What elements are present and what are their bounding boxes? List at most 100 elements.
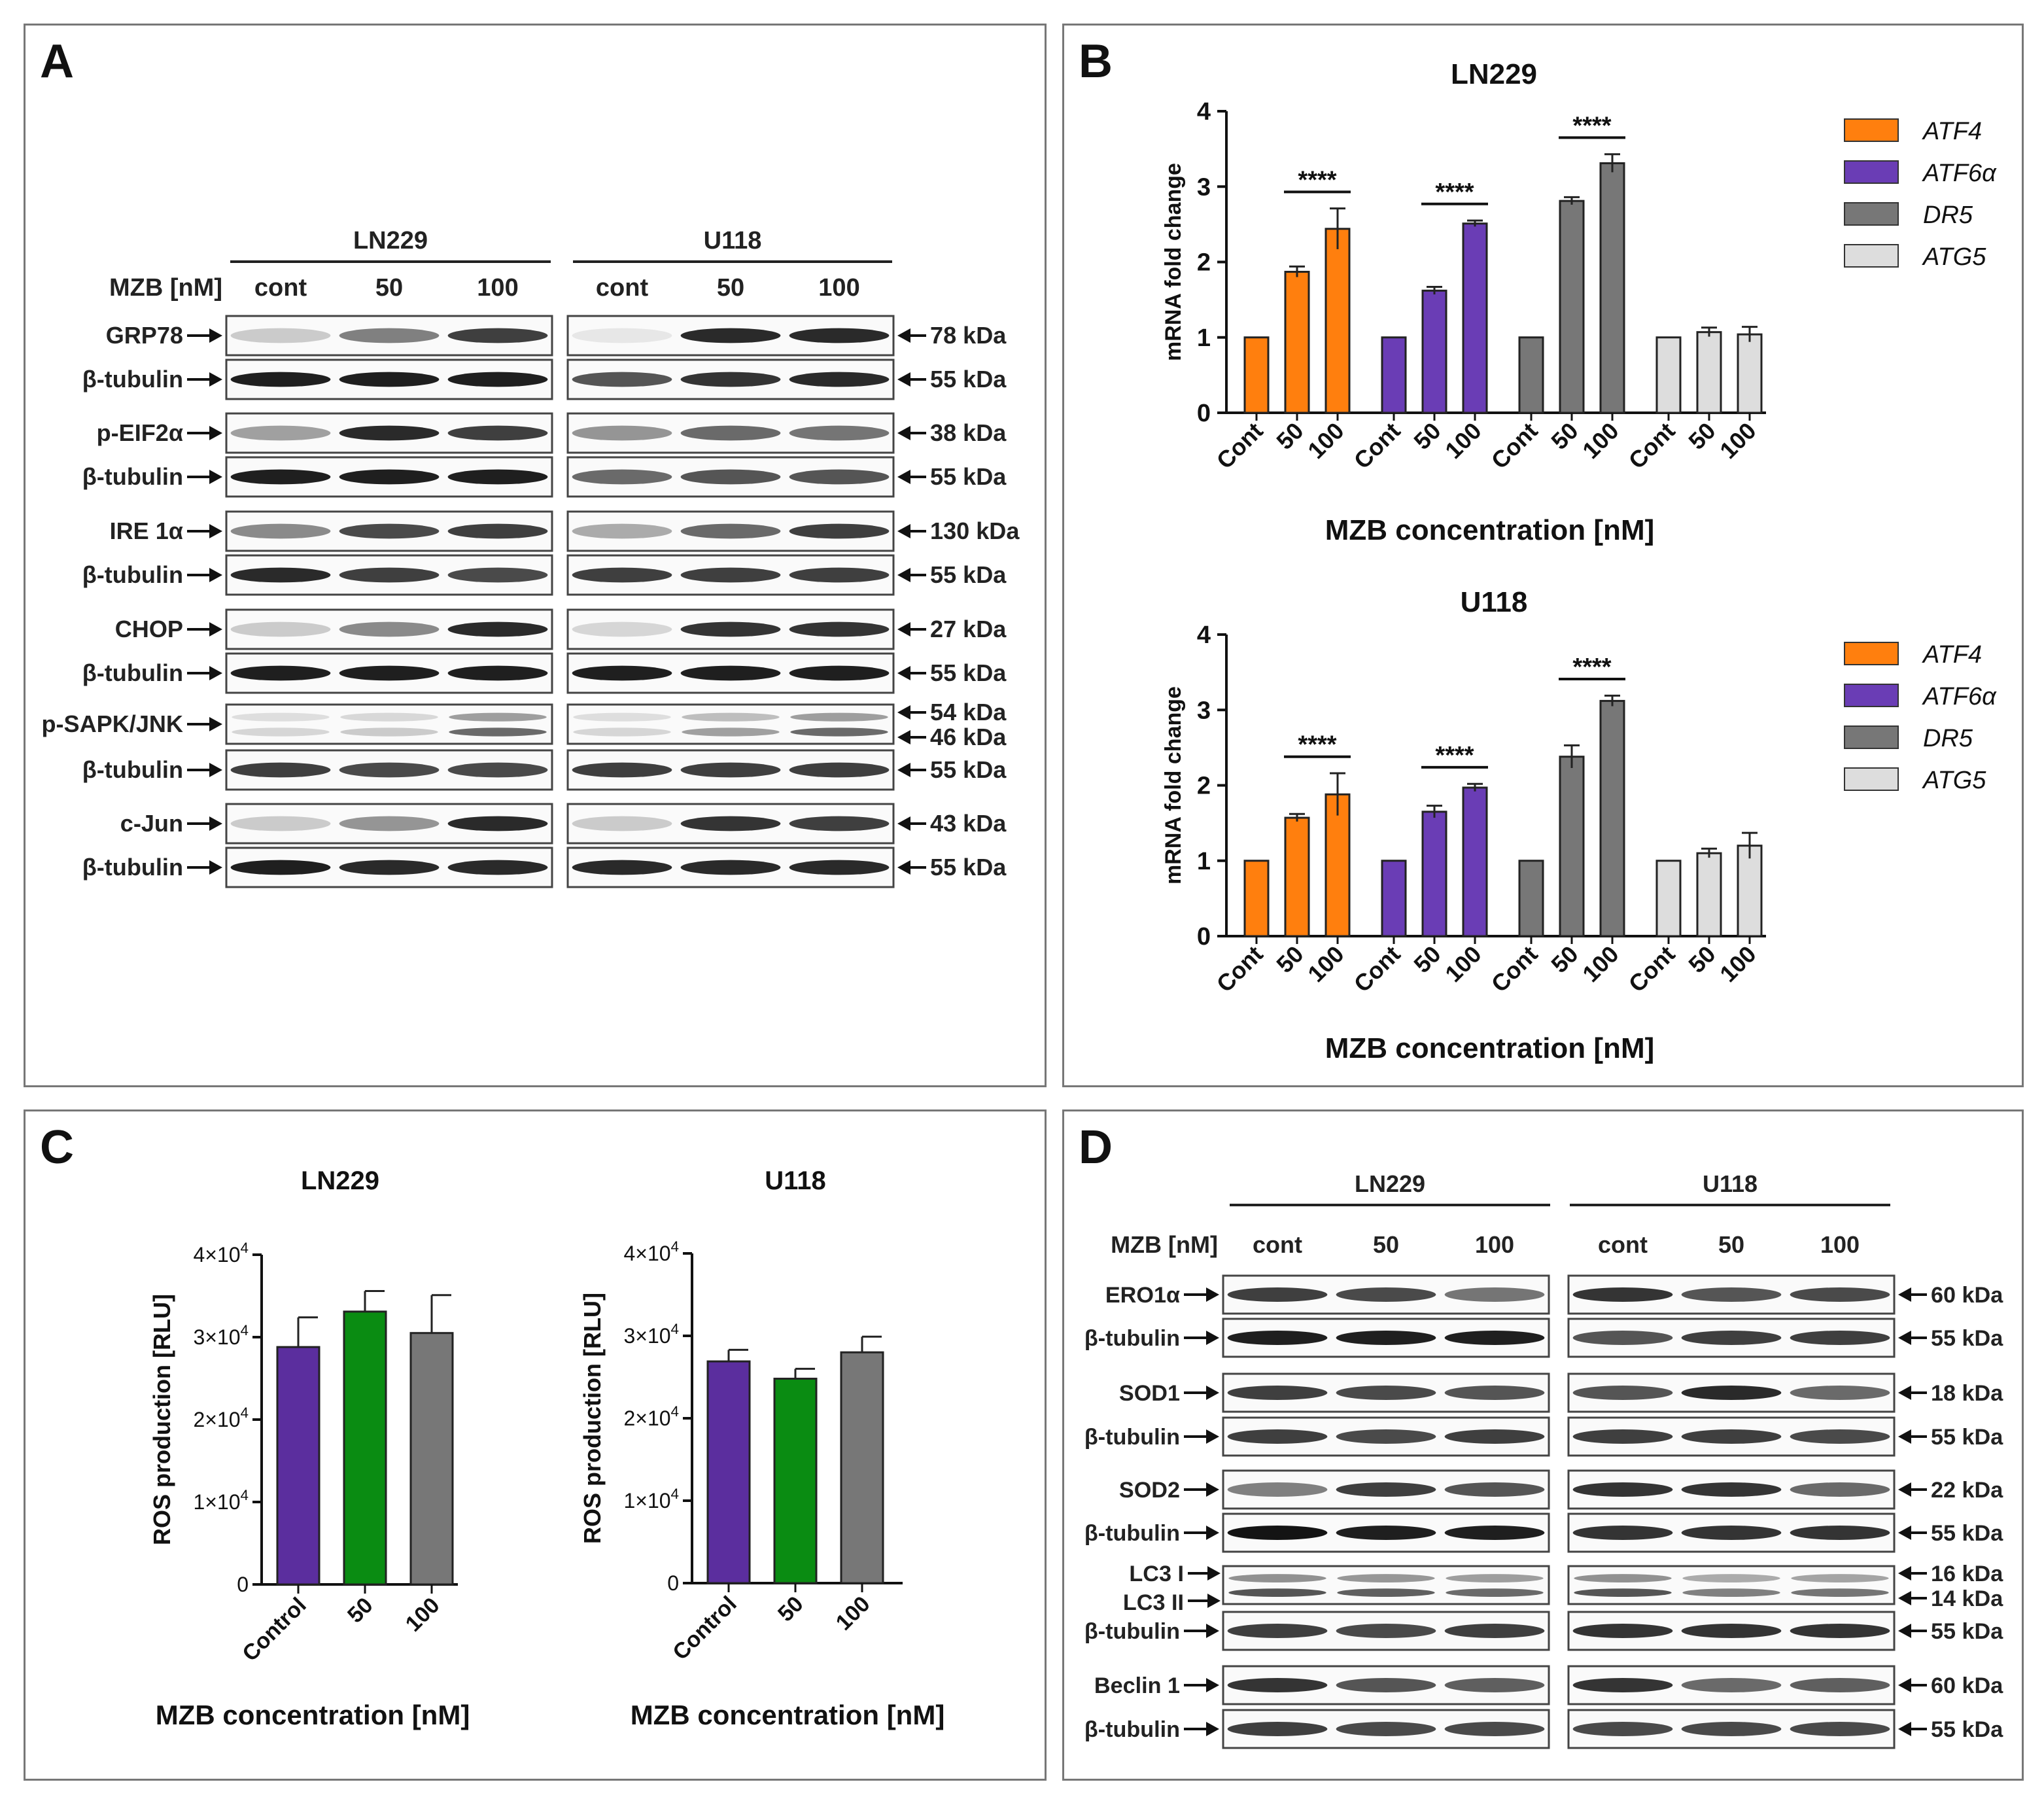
d-band — [1790, 1721, 1890, 1737]
d-band — [1790, 1623, 1890, 1639]
d-band — [1682, 1588, 1780, 1597]
y-tick-label: 2×104 — [623, 1403, 679, 1430]
a-band — [339, 567, 440, 583]
a-band — [340, 727, 438, 737]
a-band — [447, 372, 548, 387]
d-band — [1444, 1482, 1545, 1497]
a-kda-arrowhead — [897, 622, 910, 637]
a-protein-label: β-tubulin — [82, 561, 183, 588]
legend-swatch — [1844, 160, 1899, 184]
d-band — [1336, 1677, 1436, 1693]
bar — [1655, 860, 1682, 937]
d-band — [1444, 1623, 1545, 1639]
a-band — [230, 621, 331, 637]
d-protein-arrowhead — [1206, 1386, 1219, 1400]
y-tick-label: 0 — [667, 1571, 679, 1595]
a-kda-arrowhead — [897, 666, 910, 680]
d-protein-label: β-tubulin — [1084, 1425, 1180, 1450]
d-kda-arrowhead — [1898, 1429, 1911, 1444]
d-kda-arrowhead — [1898, 1287, 1911, 1302]
d-band — [1227, 1677, 1328, 1693]
d-band — [1337, 1574, 1435, 1582]
significance-label: **** — [1298, 731, 1336, 759]
x-tick-label: 100 — [1302, 417, 1349, 464]
d-line-label: U118 — [1703, 1170, 1758, 1197]
a-line-label: LN229 — [353, 227, 428, 254]
a-protein-label: β-tubulin — [82, 366, 183, 393]
a-band — [789, 425, 890, 441]
legend-swatch — [1844, 725, 1899, 749]
d-protein-label: Beclin 1 — [1094, 1673, 1180, 1698]
d-protein-arrowhead — [1206, 1722, 1219, 1736]
chart-C-U118: U118 0 1×104 2×104 3×104 4×104 ROS production … — [579, 1166, 944, 1730]
a-band — [447, 860, 548, 875]
a-kda-label: 38 kDa — [930, 419, 1007, 446]
a-kda-arrowhead — [897, 524, 910, 538]
a-band — [232, 712, 330, 722]
a-band — [680, 860, 781, 875]
a-band — [447, 816, 548, 831]
d-kda-label: 18 kDa — [1931, 1381, 2003, 1406]
bar — [1284, 270, 1310, 414]
a-mzb-label: MZB [nM] — [109, 274, 222, 302]
y-tick-label: 3 — [1197, 697, 1211, 724]
a-band — [573, 727, 671, 737]
x-axis-label: MZB concentration [nM] — [156, 1700, 470, 1730]
d-band — [1574, 1588, 1672, 1597]
a-band — [572, 665, 672, 681]
d-protein-label: LC3 II — [1123, 1590, 1184, 1615]
a-band — [447, 665, 548, 681]
panel-d-label: D — [1079, 1121, 1113, 1174]
a-kda-label: 55 kDa — [930, 854, 1007, 881]
a-band — [339, 372, 440, 387]
a-band — [230, 665, 331, 681]
d-kda-label: 22 kDa — [1931, 1478, 2003, 1503]
d-kda-arrowhead — [1898, 1331, 1911, 1345]
d-band — [1790, 1287, 1890, 1302]
d-lane-label: cont — [1598, 1231, 1648, 1258]
a-kda-label: 55 kDa — [930, 366, 1007, 393]
a-band — [339, 665, 440, 681]
a-protein-arrowhead — [209, 524, 222, 538]
significance-label: **** — [1435, 742, 1474, 769]
d-band — [1227, 1482, 1328, 1497]
d-kda-label: 60 kDa — [1931, 1283, 2003, 1308]
y-tick-label: 1×104 — [193, 1487, 249, 1514]
x-tick-label: Cont — [1211, 941, 1268, 998]
d-lane-label: 100 — [1475, 1231, 1514, 1258]
x-tick-label: 100 — [1714, 941, 1761, 987]
a-band — [230, 328, 331, 343]
x-tick-label: 100 — [831, 1592, 875, 1635]
d-lane-label: 50 — [1718, 1231, 1744, 1258]
bar — [1599, 162, 1625, 414]
chart-C-LN229: LN229 0 1×104 2×104 3×104 4×104 ROS production… — [148, 1166, 470, 1730]
chart-title: U118 — [1461, 586, 1528, 618]
a-band — [789, 621, 890, 637]
bar — [1243, 336, 1270, 414]
x-axis-label: MZB concentration [nM] — [1325, 1032, 1655, 1064]
d-protein-arrowhead — [1206, 1429, 1219, 1444]
d-band — [1681, 1677, 1782, 1693]
a-kda-arrowhead — [897, 470, 910, 484]
d-band — [1572, 1429, 1673, 1444]
x-tick-label: 50 — [1546, 417, 1583, 455]
x-tick-label: 50 — [343, 1593, 378, 1628]
d-band — [1681, 1525, 1782, 1541]
legend-label: ATG5 — [1922, 243, 1986, 271]
bar — [1696, 331, 1722, 414]
d-protein-arrowhead — [1206, 1624, 1219, 1638]
a-band — [339, 469, 440, 485]
d-protein-label: β-tubulin — [1084, 1717, 1180, 1742]
a-kda-arrowhead — [897, 763, 910, 777]
x-tick-label: 100 — [1577, 417, 1623, 464]
a-kda-arrowhead — [897, 568, 910, 582]
a-band — [573, 712, 671, 722]
a-band — [572, 372, 672, 387]
a-kda-arrowhead — [897, 328, 910, 343]
d-protein-label: β-tubulin — [1084, 1619, 1180, 1644]
d-band — [1790, 1385, 1890, 1401]
a-band — [680, 372, 781, 387]
a-band — [680, 665, 781, 681]
d-band — [1681, 1721, 1782, 1737]
a-band — [447, 621, 548, 637]
